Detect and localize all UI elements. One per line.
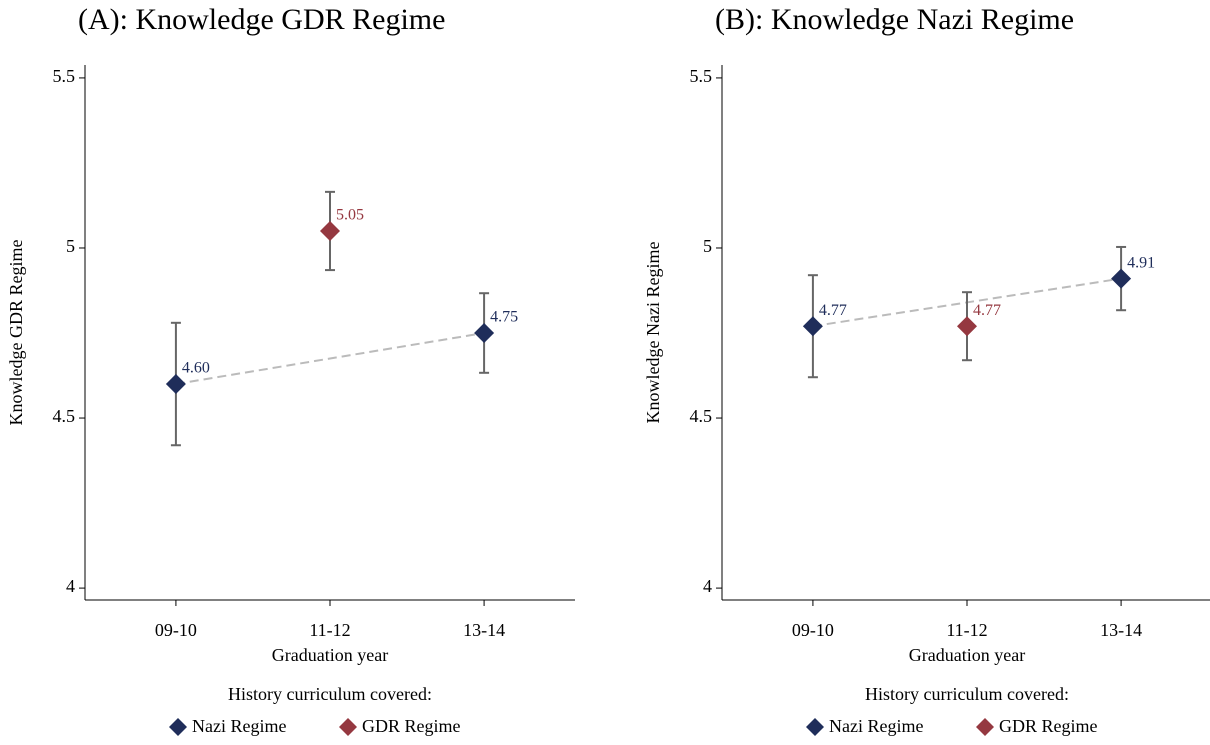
value-label: 4.77 <box>819 302 847 319</box>
connector-line <box>175 332 485 386</box>
value-label: 4.77 <box>973 302 1001 319</box>
y-tick-label: 5 <box>66 236 75 256</box>
point <box>320 220 340 241</box>
legend-label: GDR Regime <box>999 716 1098 736</box>
legend-label: Nazi Regime <box>829 716 923 736</box>
y-tick-label: 4 <box>703 576 712 596</box>
legend-label: GDR Regime <box>362 716 461 736</box>
legend-marker <box>339 718 357 736</box>
x-axis-label: Graduation year <box>272 645 388 665</box>
point <box>802 316 823 337</box>
legend-title: History curriculum covered: <box>228 684 432 704</box>
point <box>957 316 977 337</box>
y-tick-label: 5 <box>703 236 712 256</box>
x-tick-label: 11-12 <box>309 620 350 640</box>
legend-label: Nazi Regime <box>192 716 286 736</box>
y-tick-label: 4.5 <box>53 406 76 426</box>
x-tick-label: 09-10 <box>792 620 834 640</box>
point <box>474 323 495 344</box>
x-tick-label: 13-14 <box>463 620 505 640</box>
y-axis-label: Knowledge Nazi Regime <box>643 242 663 424</box>
point <box>165 374 186 395</box>
legend-marker <box>806 718 824 736</box>
chart-title: (A): Knowledge GDR Regime <box>78 3 445 36</box>
value-label: 4.60 <box>182 360 210 377</box>
y-tick-label: 5.5 <box>690 66 713 86</box>
y-tick-label: 4.5 <box>690 406 713 426</box>
legend-title: History curriculum covered: <box>865 684 1069 704</box>
y-tick-label: 5.5 <box>53 66 76 86</box>
x-axis-label: Graduation year <box>909 645 1025 665</box>
x-tick-label: 09-10 <box>155 620 197 640</box>
x-tick-label: 11-12 <box>946 620 987 640</box>
x-tick-label: 13-14 <box>1100 620 1142 640</box>
value-label: 4.91 <box>1127 254 1155 271</box>
value-label: 5.05 <box>336 207 364 224</box>
y-tick-label: 4 <box>66 576 75 596</box>
chart-title: (B): Knowledge Nazi Regime <box>715 3 1074 36</box>
y-axis-label: Knowledge GDR Regime <box>6 240 26 426</box>
value-label: 4.75 <box>490 309 518 326</box>
legend-marker <box>169 718 187 736</box>
legend-marker <box>976 718 994 736</box>
point <box>1111 268 1132 289</box>
